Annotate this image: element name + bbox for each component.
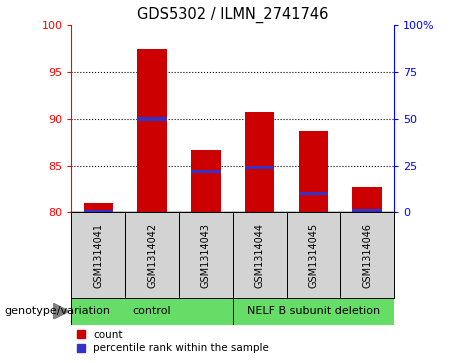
Bar [245, 166, 274, 169]
Bar [233, 212, 287, 298]
Bar [287, 212, 340, 298]
Text: GSM1314046: GSM1314046 [362, 223, 372, 287]
Bar [83, 210, 113, 213]
Text: GSM1314044: GSM1314044 [254, 223, 265, 287]
Text: GSM1314043: GSM1314043 [201, 223, 211, 287]
Polygon shape [53, 303, 69, 319]
Text: GSM1314042: GSM1314042 [147, 223, 157, 287]
Bar [71, 212, 125, 298]
Bar [179, 212, 233, 298]
Text: NELF B subunit deletion: NELF B subunit deletion [247, 306, 380, 316]
Legend: count, percentile rank within the sample: count, percentile rank within the sample [77, 330, 269, 353]
Bar [340, 212, 394, 298]
Bar [191, 150, 221, 212]
Text: GSM1314045: GSM1314045 [308, 223, 319, 287]
Bar [83, 203, 113, 212]
Bar [125, 212, 179, 298]
Text: GSM1314041: GSM1314041 [93, 223, 103, 287]
Bar [299, 192, 328, 195]
Text: genotype/variation: genotype/variation [5, 306, 111, 316]
Bar [137, 117, 167, 121]
Bar [233, 298, 394, 325]
Title: GDS5302 / ILMN_2741746: GDS5302 / ILMN_2741746 [137, 7, 329, 23]
Bar [137, 49, 167, 212]
Bar [71, 298, 233, 325]
Bar [245, 112, 274, 212]
Bar [353, 209, 382, 212]
Bar [353, 187, 382, 212]
Bar [299, 131, 328, 212]
Bar [191, 170, 221, 173]
Text: control: control [133, 306, 171, 316]
